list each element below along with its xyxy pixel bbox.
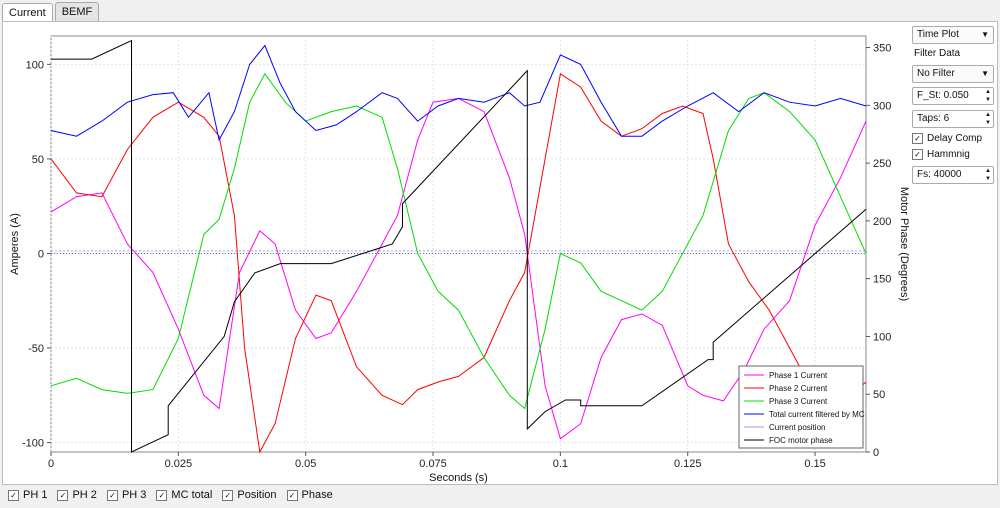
y2-tick-label: 200	[873, 216, 891, 228]
tab-current[interactable]: Current	[2, 3, 53, 22]
taps-value: Taps: 6	[917, 113, 950, 124]
spin-arrows-icon: ▲ ▼	[985, 89, 991, 103]
x-tick-label: 0.15	[804, 458, 825, 470]
phase-label: Phase	[301, 489, 333, 501]
y-tick-label: 0	[38, 248, 44, 260]
legend-label: Total current filtered by MC	[769, 410, 865, 419]
x-tick-label: 0	[48, 458, 54, 470]
series-toggle-bar: ✓ PH 1 ✓ PH 2 ✓ PH 3 ✓ MC total ✓ Position ✓ P…	[8, 489, 343, 501]
ph3-checkbox[interactable]: ✓ PH 3	[106, 489, 147, 501]
legend-box	[738, 365, 864, 449]
ph1-checkbox[interactable]: ✓ PH 1	[8, 489, 47, 501]
check-icon: ✓	[156, 489, 168, 501]
f-st-value: F_St: 0.050	[917, 90, 969, 101]
y2-axis-label: Motor Phase (Degrees)	[898, 187, 910, 301]
check-icon: ✓	[57, 489, 69, 501]
series-line-5	[51, 39, 867, 453]
filter-value: No Filter	[917, 68, 955, 79]
delay-comp-checkbox[interactable]: ✓ Delay Comp	[912, 133, 992, 144]
phase-checkbox[interactable]: ✓ Phase	[286, 489, 333, 501]
y-tick-label: 100	[26, 59, 44, 71]
spin-arrows-icon: ▲ ▼	[985, 112, 991, 126]
y2-tick-label: 250	[873, 158, 891, 170]
mc-total-checkbox[interactable]: ✓ MC total	[156, 489, 212, 501]
legend-label: Phase 3 Current	[769, 397, 828, 406]
fs-spinbox[interactable]: Fs: 40000 ▲ ▼	[912, 166, 994, 184]
legend-label: FOC motor phase	[769, 436, 833, 445]
series-line-2	[50, 72, 867, 410]
mc-total-label: MC total	[171, 489, 213, 501]
series-line-1	[50, 72, 867, 454]
check-icon: ✓	[286, 489, 298, 501]
y2-tick-label: 150	[873, 274, 891, 286]
x-tick-label: 0.125	[674, 458, 702, 470]
plot-mode-dropdown[interactable]: Time Plot ▼	[912, 26, 994, 44]
y2-tick-label: 350	[873, 43, 891, 55]
x-tick-label: 0.075	[419, 458, 447, 470]
chart-plot[interactable]: 0 0.025 0.05 0.075 0.1 0.125 0.15 100 50 0 -50 -100…	[3, 22, 997, 484]
y-tick-label: -50	[28, 343, 44, 355]
legend-label: Phase 1 Current	[769, 371, 828, 380]
f-st-spinbox[interactable]: F_St: 0.050 ▲ ▼	[912, 87, 994, 105]
filter-dropdown[interactable]: No Filter ▼	[912, 65, 994, 83]
y2-tick-label: 0	[873, 447, 879, 459]
y-tick-label: -100	[22, 438, 44, 450]
tab-bemf[interactable]: BEMF	[54, 2, 100, 21]
hamming-label: Hammnig	[927, 149, 970, 160]
delay-comp-label: Delay Comp	[927, 133, 983, 144]
check-icon: ✓	[912, 149, 923, 160]
x-tick-label: 0.1	[553, 458, 568, 470]
legend-label: Current position	[769, 423, 825, 432]
ph1-label: PH 1	[23, 489, 48, 501]
check-icon: ✓	[222, 489, 234, 501]
y2-tick-label: 300	[873, 100, 891, 112]
x-tick-label: 0.05	[295, 458, 316, 470]
position-checkbox[interactable]: ✓ Position	[222, 489, 277, 501]
check-icon: ✓	[8, 489, 19, 501]
legend-label: Phase 2 Current	[769, 384, 828, 393]
position-label: Position	[237, 489, 277, 501]
y-tick-label: 50	[32, 154, 44, 166]
spin-arrows-icon: ▲ ▼	[985, 168, 991, 182]
chevron-down-icon: ▼	[981, 69, 989, 78]
x-axis-label: Seconds (s)	[429, 472, 488, 484]
check-icon: ✓	[912, 133, 923, 144]
plot-panel: 0 0.025 0.05 0.075 0.1 0.125 0.15 100 50 0 -50 -100…	[2, 21, 998, 485]
y2-tick-label: 100	[873, 331, 891, 343]
chevron-down-icon: ▼	[981, 30, 989, 39]
hamming-checkbox[interactable]: ✓ Hammnig	[912, 149, 992, 160]
fs-value: Fs: 40000	[917, 169, 962, 180]
x-tick-label: 0.025	[165, 458, 193, 470]
ph3-label: PH 3	[121, 489, 147, 501]
settings-sidebar: Time Plot ▼ Filter Data No Filter ▼ F_St: …	[912, 26, 994, 189]
plot-mode-value: Time Plot	[917, 29, 959, 40]
ph2-label: PH 2	[72, 489, 97, 501]
filter-data-label: Filter Data	[914, 48, 961, 59]
y-axis-label: Amperes (A)	[9, 213, 21, 275]
series-line-3	[50, 44, 867, 142]
check-icon: ✓	[106, 489, 118, 501]
tab-bar: Current BEMF	[2, 2, 101, 22]
y2-tick-label: 50	[873, 389, 885, 401]
ph2-checkbox[interactable]: ✓ PH 2	[57, 489, 97, 501]
taps-spinbox[interactable]: Taps: 6 ▲ ▼	[912, 110, 994, 128]
